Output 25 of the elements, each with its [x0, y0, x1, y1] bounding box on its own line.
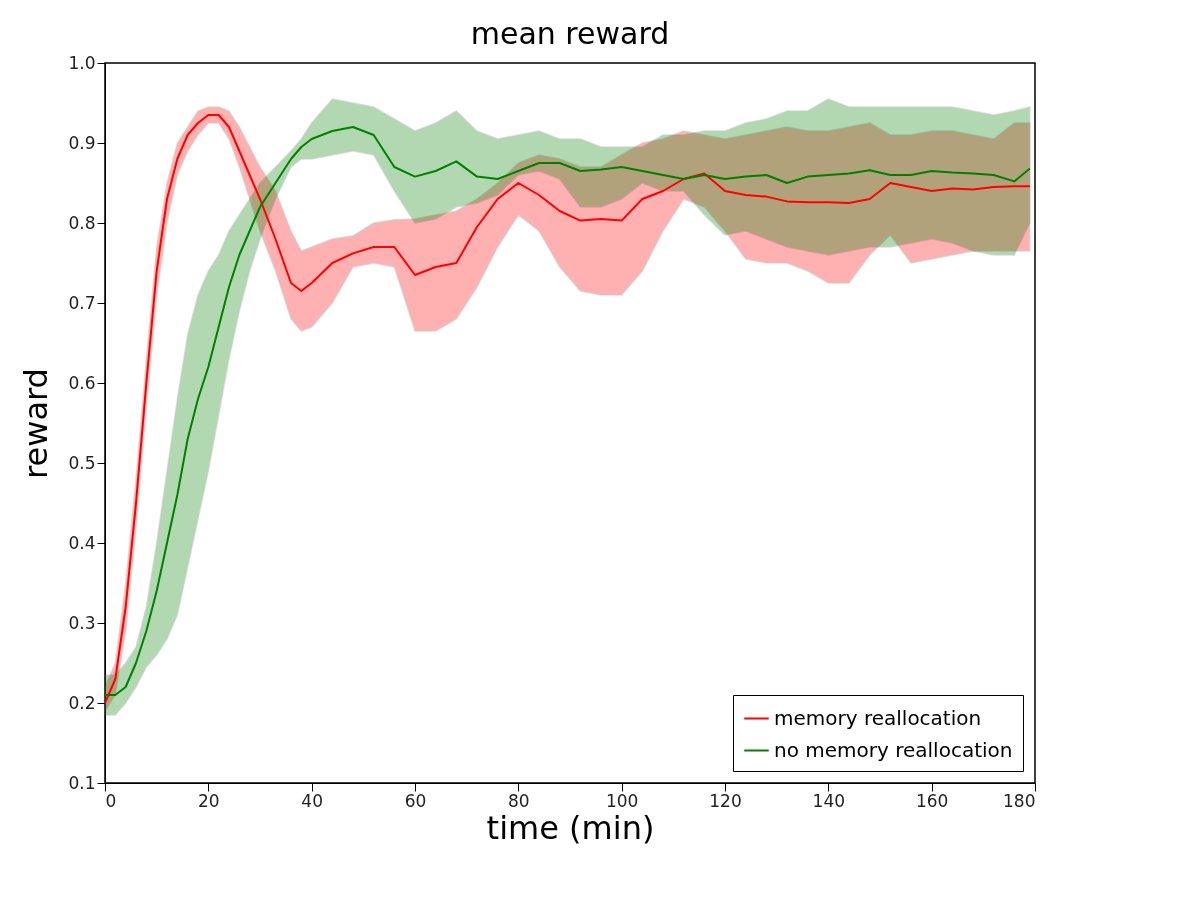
legend-label: no memory reallocation [774, 737, 1013, 762]
y-tick-label: 1.0 [68, 52, 96, 73]
y-tick-label: 0.2 [68, 692, 96, 713]
x-tick-label: 160 [915, 790, 949, 811]
x-tick-label: 20 [198, 790, 220, 811]
x-axis-title: time (min) [486, 808, 655, 847]
x-tick-label: 0 [105, 790, 117, 811]
y-tick-label: 0.9 [68, 132, 96, 153]
y-tick-label: 0.8 [68, 212, 96, 233]
x-tick-label: 180 [1003, 790, 1036, 811]
x-tick-label: 100 [605, 790, 639, 811]
y-tick-label: 0.1 [68, 772, 96, 793]
y-axis-title: reward [17, 368, 56, 479]
x-tick-label: 60 [404, 790, 427, 811]
y-tick-label: 0.6 [68, 372, 96, 393]
chart-title: mean reward [470, 16, 670, 51]
x-tick-label: 120 [709, 790, 742, 811]
y-tick-label: 0.7 [68, 292, 96, 313]
y-tick-label: 0.4 [68, 532, 96, 553]
x-tick-label: 140 [812, 790, 846, 811]
y-tick-label: 0.3 [68, 612, 96, 633]
legend-label: memory reallocation [774, 705, 982, 730]
x-tick-label: 80 [508, 790, 530, 811]
y-tick-label: 0.5 [68, 452, 96, 473]
x-tick-label: 40 [301, 790, 323, 811]
